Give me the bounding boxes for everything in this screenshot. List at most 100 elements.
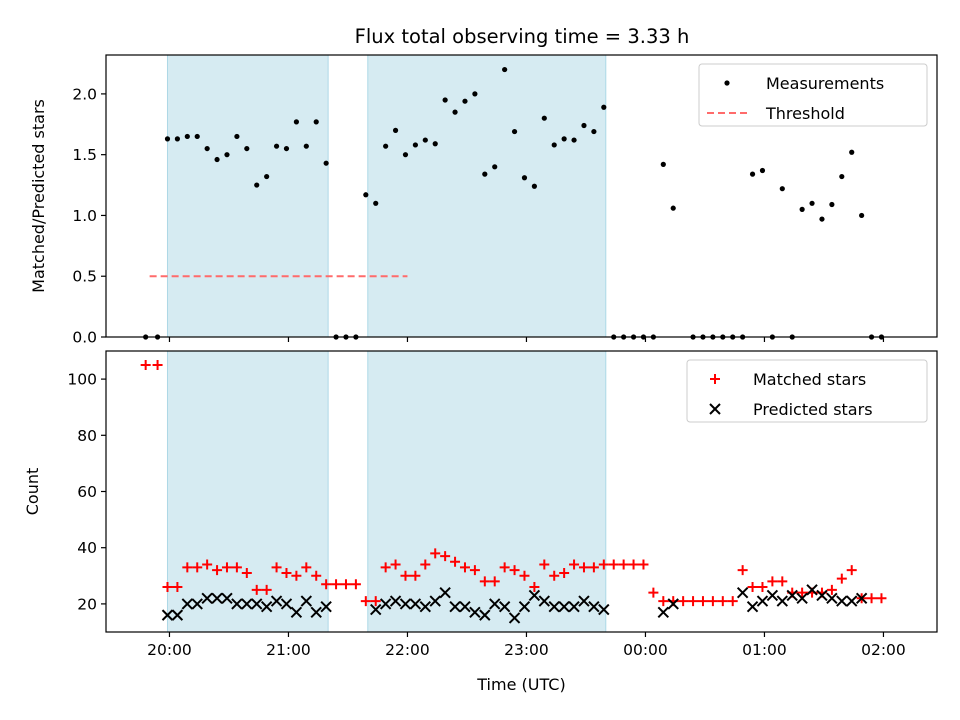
y-tick-label: 60 [77, 483, 97, 501]
matched-star-point [140, 360, 151, 371]
y-tick-label: 0.5 [72, 268, 97, 286]
matched-star-point [578, 562, 589, 573]
y-tick-label: 40 [77, 539, 97, 557]
predicted-star-point [598, 603, 610, 616]
matched-star-point [747, 582, 758, 593]
predicted-star-point [251, 598, 263, 610]
predicted-star-point [370, 603, 382, 616]
predicted-star-point [310, 606, 322, 619]
legend-label: Matched stars [753, 370, 866, 389]
matched-star-point [152, 360, 163, 371]
matched-star-point [301, 562, 312, 573]
predicted-star-point [419, 601, 432, 613]
measurement-point [492, 164, 498, 170]
measurement-point [204, 145, 210, 152]
matched-star-point [717, 596, 728, 607]
count-panel: 20 40 60 80 100 20:00 21:00 22:00 23:00 00:00 01:0… [23, 350, 938, 694]
predicted-star-point [221, 592, 233, 604]
matched-star-point [529, 582, 540, 593]
predicted-star-point [786, 589, 798, 602]
matched-star-point [291, 570, 302, 581]
matched-star-point [539, 559, 550, 570]
y-tick-label: 2.0 [72, 85, 97, 103]
measurement-point [829, 201, 835, 208]
predicted-star-point [855, 592, 868, 604]
measurement-point [462, 98, 468, 104]
chart-title: Flux total observing time = 3.33 h [355, 25, 690, 48]
matched-star-point [479, 576, 490, 587]
predicted-star-point [260, 601, 273, 613]
measurement-point [273, 143, 280, 149]
predicted-star-point [746, 601, 759, 613]
predicted-star-point [836, 595, 848, 607]
legend-box [686, 359, 928, 423]
matched-star-point [440, 551, 451, 562]
predicted-star-point [538, 595, 551, 607]
legend-predicted-marker [709, 403, 721, 415]
measurement-point [174, 136, 180, 142]
matched-star-point [826, 584, 837, 595]
matched-star-point [231, 562, 242, 573]
predicted-star-point [479, 609, 491, 621]
predicted-star-point [439, 586, 451, 599]
predicted-star-point [270, 595, 283, 607]
matched-star-point [390, 559, 401, 570]
measurement-point [660, 161, 666, 167]
measurement-point [303, 143, 309, 149]
predicted-star-point [756, 595, 769, 607]
predicted-star-point [776, 595, 789, 607]
matched-star-point [618, 559, 629, 570]
predicted-star-point [518, 601, 531, 613]
y-tick-label: 1.0 [72, 207, 97, 225]
matched-star-point [212, 565, 223, 576]
y-tick-label: 100 [67, 371, 97, 389]
matched-star-point [588, 562, 599, 573]
predicted-star-point [409, 598, 422, 610]
measurement-point [819, 216, 825, 222]
measurement-point [571, 137, 577, 143]
measurement-point [373, 200, 379, 206]
y-tick-label: 80 [77, 427, 97, 445]
matched-star-point [499, 562, 510, 573]
measurement-point [164, 136, 171, 142]
matched-star-point [251, 584, 262, 595]
matched-star-point [737, 565, 748, 576]
measurement-point [234, 133, 240, 140]
measurement-point [779, 186, 785, 192]
measurement-point [759, 167, 766, 174]
predicted-star-point [211, 592, 223, 604]
measurement-point [749, 171, 756, 177]
matched-star-point [608, 559, 619, 570]
measurement-point [313, 119, 319, 125]
measurement-point [839, 173, 845, 180]
legend-label: Threshold [765, 104, 845, 123]
matched-star-point [549, 570, 560, 581]
matched-star-point [688, 596, 699, 607]
matched-star-point [797, 587, 808, 598]
matched-star-point [430, 548, 441, 559]
matched-star-point [459, 562, 470, 573]
matched-star-point [450, 556, 461, 567]
x-tick-label: 21:00 [266, 641, 311, 659]
measurement-point [402, 152, 409, 158]
measurement-point [323, 160, 329, 166]
predicted-star-point [796, 592, 808, 604]
predicted-star-point [568, 601, 580, 613]
predicted-star-point [548, 601, 560, 613]
predicted-star-point [389, 595, 402, 607]
matched-star-point [727, 596, 738, 607]
matched-star-point [221, 562, 232, 573]
measurement-point [392, 127, 399, 133]
predicted-star-point [191, 598, 203, 610]
predicted-star-point [300, 595, 313, 607]
matched-star-point [202, 559, 213, 570]
predicted-star-point [399, 598, 412, 610]
predicted-star-point [806, 584, 818, 596]
measurement-point [809, 200, 815, 206]
matched-star-point [420, 559, 431, 570]
x-tick-label: 22:00 [385, 641, 430, 659]
predicted-star-point [846, 595, 858, 607]
predicted-star-point [766, 589, 779, 602]
measurement-point [412, 142, 418, 148]
matched-star-point [569, 559, 580, 570]
